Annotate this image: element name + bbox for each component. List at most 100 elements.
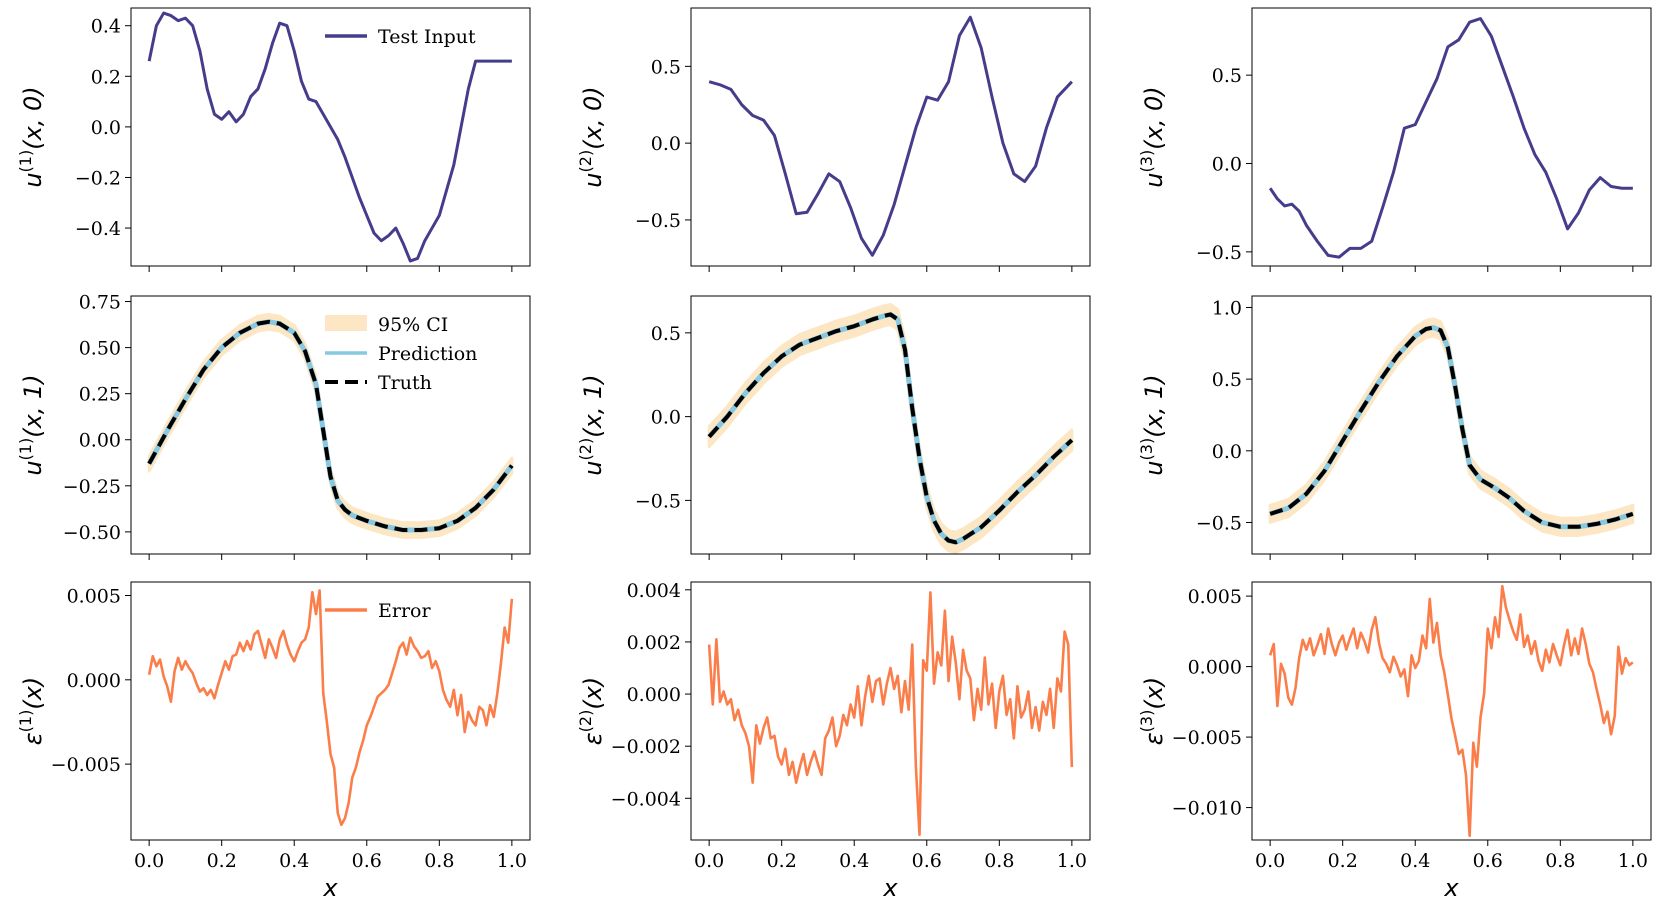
x-axis-title: x <box>1443 874 1459 902</box>
plot-area <box>708 15 1073 257</box>
subplot-r2c1: 0.004 0.002 0.000 −0.002 −0.004 0.0 0.2 0.4 0.6 0… <box>576 580 1091 902</box>
y-axis-title: u(2)(x, 1) <box>576 374 607 475</box>
x-tick-label: 0.4 <box>839 850 869 872</box>
legend-label: Test Input <box>378 26 476 48</box>
legend-label: Prediction <box>378 343 477 365</box>
x-tick-label: 0.0 <box>1255 850 1285 872</box>
y-title-args: (x) <box>1140 677 1168 710</box>
axes-frame <box>130 295 531 555</box>
x-tick-label: 0.4 <box>1400 850 1430 872</box>
y-tick-label: 0.002 <box>627 632 681 654</box>
y-tick-label: −0.2 <box>75 167 121 189</box>
plot-area <box>147 11 512 263</box>
y-tick-label: 0.5 <box>1212 369 1242 391</box>
plot-area <box>146 312 514 539</box>
plot-area <box>147 589 514 827</box>
y-title-args: (x, 1) <box>19 374 47 437</box>
y-tick-label: −0.4 <box>75 218 121 240</box>
subplot-r1c0: 0.75 0.50 0.25 0.00 −0.25 −0.50 u(1)(x, 1) 95% … <box>16 292 531 560</box>
y-title-args: (x, 1) <box>1140 374 1168 437</box>
y-tick-label: 0.0 <box>1212 441 1242 463</box>
legend-label: Error <box>378 600 431 622</box>
x-tick-label: 0.4 <box>279 850 309 872</box>
axes-frame <box>1251 7 1652 267</box>
y-title-superscript: (3) <box>1137 438 1156 461</box>
y-tick-label: −0.005 <box>51 754 121 776</box>
y-axis-title: u(3)(x, 0) <box>1137 86 1168 187</box>
y-title-symbol: u <box>19 172 47 187</box>
error-line <box>1268 584 1634 838</box>
x-tick-label: 0.8 <box>984 850 1014 872</box>
error-line <box>707 591 1074 837</box>
y-title-superscript: (3) <box>1137 150 1156 173</box>
y-title-symbol: u <box>1140 460 1168 475</box>
y-tick-label: 0.5 <box>651 56 681 78</box>
y-title-symbol: ε <box>579 732 607 745</box>
x-tick-label: 0.8 <box>1545 850 1575 872</box>
subplot-r1c1: 0.5 0.0 −0.5 u(2)(x, 1) <box>576 295 1091 560</box>
y-axis-title: u(3)(x, 1) <box>1137 374 1168 475</box>
y-axis-title: ε(1)(x) <box>16 677 47 746</box>
x-tick-label: 0.6 <box>912 850 942 872</box>
plot-area <box>1268 17 1633 259</box>
legend-swatch-ci <box>325 315 367 331</box>
legend-label: 95% CI <box>378 314 448 336</box>
x-tick-label: 0.2 <box>767 850 797 872</box>
y-title-symbol: u <box>1140 172 1168 187</box>
plot-area <box>1268 584 1634 838</box>
axes-frame <box>1251 295 1652 555</box>
y-tick-label: 0.000 <box>1188 657 1242 679</box>
y-axis-title: ε(2)(x) <box>576 677 607 746</box>
y-tick-label: 0.0 <box>1212 154 1242 176</box>
x-tick-label: 0.6 <box>1473 850 1503 872</box>
axes-frame <box>1251 581 1652 841</box>
x-tick-label: 0.8 <box>424 850 454 872</box>
axes-frame <box>130 7 531 267</box>
y-tick-label: 0.004 <box>627 580 681 602</box>
x-axis-title: x <box>322 874 338 902</box>
subplot-r2c2: 0.005 0.000 −0.005 −0.010 0.0 0.2 0.4 0.6 0.8 1.0… <box>1137 581 1652 902</box>
y-title-args: (x) <box>19 677 47 710</box>
x-tick-label: 1.0 <box>1057 850 1087 872</box>
y-title-symbol: u <box>579 460 607 475</box>
input-line <box>1268 17 1633 259</box>
y-tick-label: 0.5 <box>651 323 681 345</box>
input-line <box>147 11 512 263</box>
truth-line <box>707 312 1074 545</box>
y-title-symbol: ε <box>19 732 47 745</box>
y-tick-label: −0.5 <box>1196 242 1242 264</box>
subplot-r0c0: 0.4 0.2 0.0 −0.2 −0.4 u(1)(x, 0) Test Input <box>16 7 531 272</box>
truth-line <box>147 319 514 533</box>
y-axis-title: ε(3)(x) <box>1137 677 1168 746</box>
y-tick-label: −0.5 <box>635 490 681 512</box>
y-title-symbol: ε <box>1140 732 1168 745</box>
ci-band <box>147 312 514 539</box>
y-title-superscript: (3) <box>1137 710 1156 733</box>
y-axis-title: u(1)(x, 0) <box>16 86 47 187</box>
y-tick-label: −0.50 <box>63 522 121 544</box>
y-tick-label: 1.0 <box>1212 297 1242 319</box>
x-tick-label: 1.0 <box>1618 850 1648 872</box>
y-tick-label: −0.002 <box>611 736 681 758</box>
y-title-symbol: u <box>579 172 607 187</box>
y-tick-label: 0.005 <box>67 585 121 607</box>
axes-frame <box>690 295 1091 555</box>
y-tick-label: −0.5 <box>1196 512 1242 534</box>
y-tick-label: −0.25 <box>63 476 121 498</box>
x-tick-label: 0.0 <box>694 850 724 872</box>
y-title-superscript: (1) <box>16 438 35 461</box>
y-axis-title: u(1)(x, 1) <box>16 374 47 475</box>
y-title-superscript: (2) <box>576 438 595 461</box>
y-title-superscript: (1) <box>16 710 35 733</box>
y-title-symbol: u <box>19 460 47 475</box>
y-tick-label: 0.00 <box>79 430 121 452</box>
x-tick-label: 0.0 <box>134 850 164 872</box>
subplot-r1c2: 1.0 0.5 0.0 −0.5 u(3)(x, 1) <box>1137 295 1652 560</box>
y-tick-label: 0.005 <box>1188 586 1242 608</box>
y-tick-label: −0.005 <box>1172 727 1242 749</box>
subplot-r0c2: 0.5 0.0 −0.5 u(3)(x, 0) <box>1137 7 1652 272</box>
error-line <box>147 589 514 827</box>
ci-band <box>707 302 1074 554</box>
ci-band <box>1268 317 1635 537</box>
